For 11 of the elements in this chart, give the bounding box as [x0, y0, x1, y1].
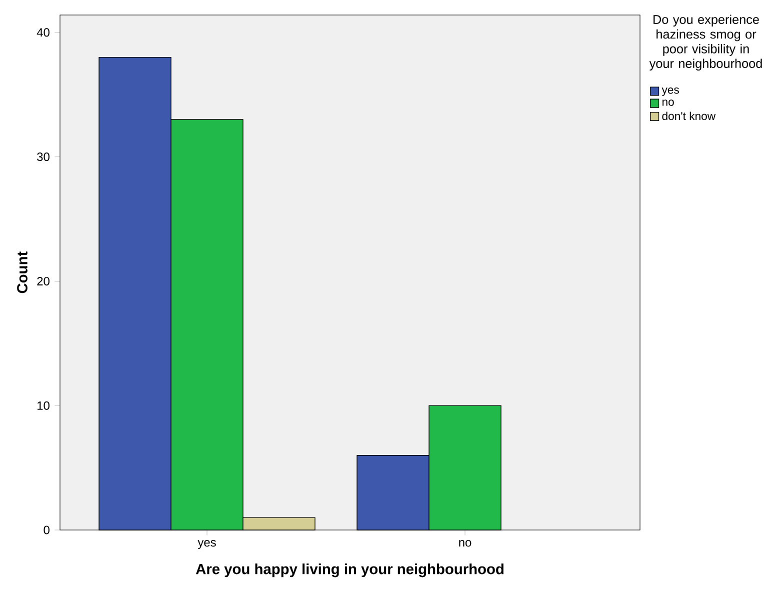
y-axis-title: Count — [17, 251, 28, 294]
legend-label: don't know — [662, 112, 716, 120]
y-tick-label: 40 — [36, 28, 50, 37]
legend-label: no — [662, 100, 674, 106]
y-tick-label: 0 — [44, 526, 50, 534]
y-tick-label: 10 — [38, 401, 50, 410]
y-tick-label: 20 — [37, 276, 50, 286]
x-axis-title: Are you happy living in your neighbourhood — [196, 563, 504, 578]
legend-title: Do you experience haziness smog or poor visibility in your neighbourhood — [649, 14, 762, 71]
legend-label: yes — [662, 88, 679, 96]
y-tick-label: 30 — [37, 152, 50, 162]
